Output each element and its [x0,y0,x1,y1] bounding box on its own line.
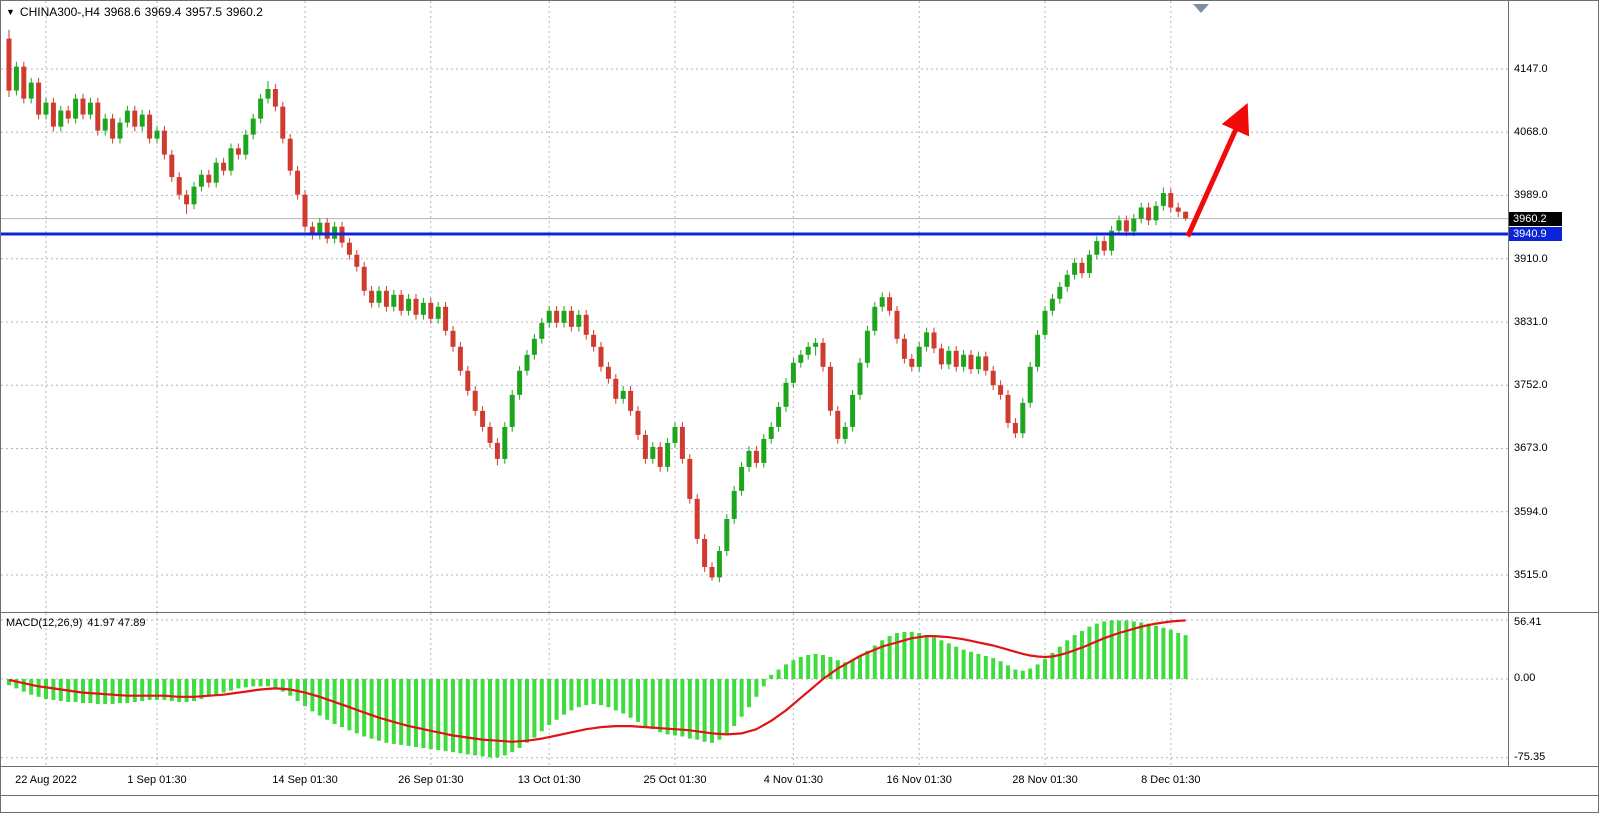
bar-open-value: 3968.6 [103,5,141,19]
time-tick-label: 26 Sep 01:30 [398,774,464,786]
time-tick-label: 8 Dec 01:30 [1141,774,1201,786]
macd-indicator-label: MACD(12,26,9) 41.97 47.89 [6,617,151,629]
macd-bottom-border [1,766,1598,767]
price-tick-label: 3910.0 [1514,252,1548,265]
time-axis[interactable]: 22 Aug 2022 1 Sep 01:30 14 Sep 01:30 26 Sep… [1,767,1598,796]
macd-tick-label: -75.35 [1514,750,1546,763]
symbol-dropdown-icon[interactable]: ▼ [6,7,15,17]
macd-indicator-pane[interactable] [1,613,1508,766]
price-tick-label: 4147.0 [1514,63,1548,75]
macd-signal-line [8,619,1186,743]
time-tick-label: 16 Nov 01:30 [886,774,952,786]
symbol-period-label: CHINA300-,H4 [19,5,100,19]
bar-high-value: 3969.4 [144,5,182,19]
bar-close-value: 3960.2 [226,5,263,19]
chart-shift-marker-icon[interactable] [1193,4,1209,13]
bar-low-value: 3957.5 [185,5,223,19]
time-tick-label: 4 Nov 01:30 [763,774,824,786]
price-chart-pane[interactable] [1,1,1508,613]
time-tick-label: 25 Oct 01:30 [643,774,707,786]
price-axis[interactable]: 4147.0 4068.0 3989.0 3910.0 3831.0 3752.0 3673… [1509,1,1598,767]
macd-values: 41.97 47.89 [87,617,146,629]
support-line-object[interactable] [1,232,1508,236]
price-axis-border [1508,1,1509,767]
level-price-badge: 3940.9 [1509,227,1562,241]
macd-tick-label: 56.41 [1514,616,1542,628]
bid-price-badge: 3960.2 [1509,211,1562,226]
price-tick-label: 3752.0 [1514,379,1548,392]
symbol-info-bar: ▼ CHINA300-,H4 3968.6 3969.4 3957.5 3960.2 [6,5,267,19]
price-tick-label: 3831.0 [1514,315,1548,328]
time-tick-label: 13 Oct 01:30 [517,774,581,786]
time-tick-label: 14 Sep 01:30 [272,774,338,786]
time-tick-label: 22 Aug 2022 [15,774,77,786]
time-tick-label: 28 Nov 01:30 [1012,774,1078,786]
price-tick-label: 3673.0 [1514,442,1548,455]
macd-tick-label: 0.00 [1514,672,1536,684]
macd-histogram [7,620,1188,758]
pane-separator[interactable] [1,612,1598,613]
macd-name: MACD(12,26,9) [6,617,83,629]
price-tick-label: 3515.0 [1514,568,1548,581]
price-tick-label: 3989.0 [1514,189,1548,202]
price-tick-label: 3594.0 [1514,505,1548,518]
price-tick-label: 4068.0 [1514,126,1548,139]
trend-arrow-object[interactable] [1185,102,1250,238]
time-tick-label: 1 Sep 01:30 [127,774,187,786]
candles [6,29,1189,583]
